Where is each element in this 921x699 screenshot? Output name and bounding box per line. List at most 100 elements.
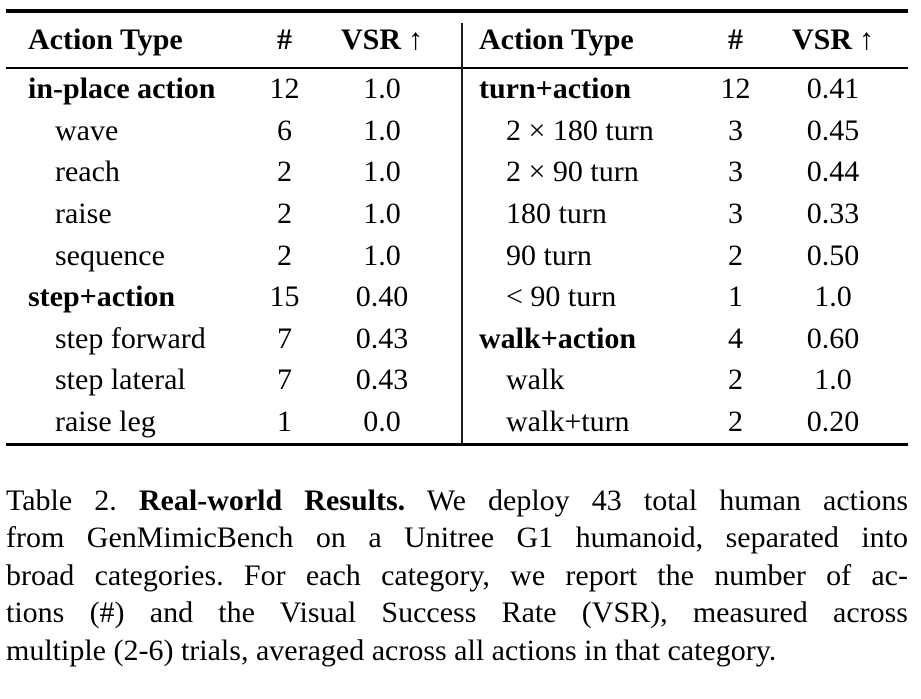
caption-line: tions (#) and the Visual Success Rate (V… bbox=[6, 596, 908, 630]
vsr-cell: 1.0 bbox=[363, 197, 401, 231]
count-cell: 2 bbox=[728, 363, 743, 397]
table-row: 180 turn 3 0.33 bbox=[457, 193, 908, 235]
column-header-action-type: Action Type bbox=[28, 22, 183, 56]
up-arrow-icon: ↑ bbox=[408, 22, 423, 56]
count-cell: 2 bbox=[728, 405, 743, 439]
table-row: < 90 turn 1 1.0 bbox=[457, 276, 908, 318]
table-row: wave 6 1.0 bbox=[6, 110, 457, 152]
vsr-cell: 1.0 bbox=[363, 155, 401, 189]
table-row: step+action 15 0.40 bbox=[6, 276, 457, 318]
vsr-cell: 0.41 bbox=[806, 72, 860, 106]
count-cell: 3 bbox=[728, 197, 743, 231]
table-row: 2 × 180 turn 3 0.45 bbox=[457, 110, 908, 152]
vsr-header-label: VSR bbox=[340, 22, 401, 56]
table-row: raise 2 1.0 bbox=[6, 193, 457, 235]
action-type-cell: turn+action bbox=[479, 72, 632, 106]
column-header-vsr: VSR ↑ bbox=[778, 23, 888, 57]
right-table-body: turn+action 12 0.41 2 × 180 turn 3 0.45 … bbox=[457, 69, 908, 443]
table-row: in-place action 12 1.0 bbox=[6, 69, 457, 111]
column-header-count: # bbox=[277, 22, 292, 56]
action-type-cell: raise bbox=[55, 197, 112, 231]
top-rule bbox=[6, 9, 908, 13]
caption-text: We deploy 43 total human actions bbox=[426, 483, 908, 517]
count-cell: 1 bbox=[728, 280, 743, 314]
action-type-cell: raise leg bbox=[55, 405, 156, 439]
action-type-cell: < 90 turn bbox=[506, 280, 617, 314]
count-cell: 4 bbox=[728, 321, 743, 355]
caption-line: from GenMimicBench on a Unitree G1 human… bbox=[6, 521, 908, 555]
vsr-cell: 1.0 bbox=[363, 72, 401, 106]
count-cell: 3 bbox=[728, 113, 743, 147]
count-cell: 12 bbox=[269, 72, 300, 106]
action-type-cell: 90 turn bbox=[506, 238, 592, 272]
action-type-cell: step lateral bbox=[55, 363, 186, 397]
column-header-count: # bbox=[728, 22, 743, 56]
vsr-cell: 1.0 bbox=[814, 280, 852, 314]
count-cell: 2 bbox=[277, 155, 292, 189]
table-row: reach 2 1.0 bbox=[6, 152, 457, 194]
table-row: 2 × 90 turn 3 0.44 bbox=[457, 152, 908, 194]
table-header-row: Action Type # VSR ↑ Action Type # VSR ↑ bbox=[6, 13, 908, 67]
count-cell: 7 bbox=[277, 363, 292, 397]
table-body: in-place action 12 1.0 wave 6 1.0 reach … bbox=[6, 69, 908, 443]
vsr-cell: 0.20 bbox=[806, 405, 860, 439]
count-cell: 7 bbox=[277, 321, 292, 355]
bottom-rule bbox=[6, 442, 908, 446]
action-type-cell: reach bbox=[55, 155, 120, 189]
vsr-cell: 1.0 bbox=[814, 363, 852, 397]
vsr-cell: 0.43 bbox=[355, 321, 409, 355]
vsr-cell: 0.33 bbox=[806, 197, 860, 231]
table-row: walk+turn 2 0.20 bbox=[457, 401, 908, 443]
action-type-cell: step forward bbox=[55, 321, 206, 355]
right-table-header: Action Type # VSR ↑ bbox=[457, 13, 908, 67]
table-row: walk 2 1.0 bbox=[457, 360, 908, 402]
vsr-cell: 0.43 bbox=[355, 363, 409, 397]
action-type-cell: walk bbox=[506, 363, 565, 397]
vsr-cell: 0.44 bbox=[806, 155, 860, 189]
count-cell: 3 bbox=[728, 155, 743, 189]
vsr-cell: 1.0 bbox=[363, 238, 401, 272]
count-cell: 12 bbox=[720, 72, 751, 106]
results-table: Action Type # VSR ↑ Action Type # VSR ↑ in… bbox=[6, 9, 908, 446]
column-header-action-type: Action Type bbox=[479, 22, 634, 56]
column-header-vsr: VSR ↑ bbox=[327, 23, 437, 57]
count-cell: 2 bbox=[277, 197, 292, 231]
table-row: walk+action 4 0.60 bbox=[457, 318, 908, 360]
action-type-cell: 180 turn bbox=[506, 197, 607, 231]
table-row: step lateral 7 0.43 bbox=[6, 360, 457, 402]
table-row: 90 turn 2 0.50 bbox=[457, 235, 908, 277]
table-row: step forward 7 0.43 bbox=[6, 318, 457, 360]
action-type-cell: walk+action bbox=[479, 321, 637, 355]
left-table-header: Action Type # VSR ↑ bbox=[6, 13, 457, 67]
vsr-cell: 0.50 bbox=[806, 238, 860, 272]
action-type-cell: 2 × 180 turn bbox=[506, 113, 654, 147]
count-cell: 15 bbox=[269, 280, 300, 314]
table-caption: Table 2. Real-world Results. We deploy 4… bbox=[6, 482, 908, 670]
action-type-cell: in-place action bbox=[28, 72, 216, 106]
vsr-cell: 1.0 bbox=[363, 113, 401, 147]
up-arrow-icon: ↑ bbox=[859, 22, 874, 56]
caption-label: Table 2. bbox=[6, 483, 117, 517]
count-cell: 2 bbox=[277, 238, 292, 272]
action-type-cell: wave bbox=[55, 113, 119, 147]
caption-line: multiple (2-6) trials, averaged across a… bbox=[6, 633, 777, 667]
vsr-cell: 0.40 bbox=[355, 280, 409, 314]
caption-title: Real-world Results. bbox=[138, 483, 406, 517]
vsr-cell: 0.0 bbox=[363, 405, 401, 439]
action-type-cell: walk+turn bbox=[506, 405, 630, 439]
caption-line: broad categories. For each category, we … bbox=[6, 558, 908, 592]
caption-line: Table 2. Real-world Results. We deploy 4… bbox=[6, 482, 908, 520]
vsr-cell: 0.45 bbox=[806, 113, 860, 147]
count-cell: 6 bbox=[277, 113, 292, 147]
action-type-cell: step+action bbox=[28, 280, 176, 314]
action-type-cell: sequence bbox=[55, 238, 165, 272]
table-row: raise leg 1 0.0 bbox=[6, 401, 457, 443]
mid-rule bbox=[6, 66, 908, 69]
left-table-body: in-place action 12 1.0 wave 6 1.0 reach … bbox=[6, 69, 457, 443]
count-cell: 1 bbox=[277, 405, 292, 439]
table-row: turn+action 12 0.41 bbox=[457, 69, 908, 111]
vsr-header-label: VSR bbox=[791, 22, 852, 56]
count-cell: 2 bbox=[728, 238, 743, 272]
column-divider bbox=[461, 23, 463, 443]
